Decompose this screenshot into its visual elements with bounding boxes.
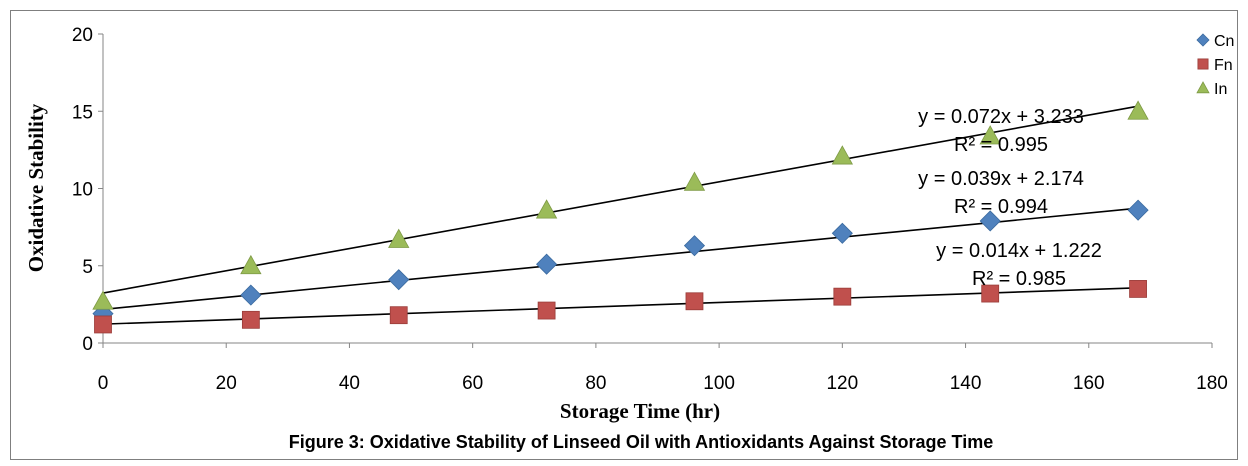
x-tick-label: 160 [1073,373,1105,394]
x-tick-label: 0 [98,373,109,394]
figure-caption: Figure 3: Oxidative Stability of Linseed… [289,432,993,452]
point-cn [1127,199,1149,221]
x-tick-label: 60 [462,373,483,394]
trendline-equation: y = 0.072x + 3.233 [918,106,1084,128]
point-cn [683,235,706,257]
y-tick-label: 15 [72,102,93,123]
trendlines [102,105,1139,325]
y-axis-title: Oxidative Stability [24,103,48,272]
trendline-r-squared: R² = 0.995 [954,134,1048,156]
trendline-equations: y = 0.039x + 2.174 R² = 0.994 y = 0.014x +… [918,106,1102,290]
point-cn [240,284,262,306]
trendline-r-squared: R² = 0.985 [972,268,1066,290]
y-tick-label: 5 [82,257,93,278]
legend-marker-cn [1196,33,1210,47]
point-in [92,290,114,310]
point-in [979,125,1001,145]
y-tick-label: 0 [82,334,93,355]
point-fn [389,306,408,325]
point-in [535,199,558,219]
trendline-cn [102,207,1139,311]
y-tick-label: 10 [72,180,93,201]
y-tick-label: 20 [72,25,93,46]
x-ticks: 0 20 40 60 80 100 120 140 160 180 [98,343,1228,394]
x-tick-label: 120 [826,373,858,394]
point-fn [94,315,112,334]
legend-label-fn: Fn [1214,57,1233,74]
data-points [92,100,1149,334]
point-cn [388,269,410,291]
legend-label-in: In [1214,81,1227,98]
point-fn [981,284,1000,303]
chart-frame [10,10,1238,460]
trendline-equation: y = 0.039x + 2.174 [918,168,1084,190]
point-in [683,171,706,191]
legend-label-cn: Cn [1214,33,1234,50]
point-in [240,254,262,275]
point-fn [241,310,260,329]
x-tick-label: 140 [950,373,982,394]
x-tick-label: 40 [339,373,360,394]
point-fn [833,287,852,306]
legend-marker-in [1196,81,1210,94]
trendline-fn [102,286,1139,325]
point-fn [685,292,704,311]
legend: Cn Fn In [1196,33,1234,98]
y-ticks: 0 5 10 15 20 [72,25,103,355]
trendline-in [102,105,1139,294]
x-tick-label: 80 [585,373,606,394]
trendline-equation: y = 0.014x + 1.222 [936,240,1102,262]
legend-marker-fn [1197,58,1209,70]
point-in [831,145,854,165]
point-in [388,228,410,248]
point-cn [831,222,853,244]
x-tick-label: 20 [216,373,237,394]
x-tick-label: 100 [703,373,735,394]
point-cn [536,253,558,275]
point-fn [1129,280,1147,298]
trendline-r-squared: R² = 0.994 [954,196,1048,218]
point-cn [979,210,1001,232]
x-axis-title: Storage Time (hr) [560,399,720,423]
point-in [1127,100,1149,120]
point-fn [537,301,556,320]
x-tick-label: 180 [1196,373,1228,394]
